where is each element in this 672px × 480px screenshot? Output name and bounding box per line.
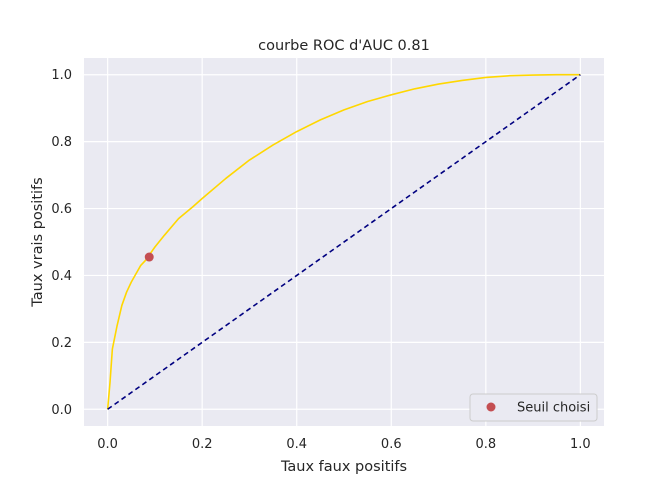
- x-tick-label: 0.0: [97, 437, 118, 452]
- chart-title: courbe ROC d'AUC 0.81: [258, 38, 430, 54]
- y-axis-label: Taux vrais positifs: [30, 177, 46, 307]
- x-tick-labels: 0.0 0.2 0.4 0.6 0.8 1.0: [97, 437, 590, 452]
- y-tick-label: 0.8: [51, 135, 72, 150]
- x-tick-label: 0.8: [475, 437, 496, 452]
- series-lines: [106, 73, 581, 410]
- x-axis-label: Taux faux positifs: [280, 459, 407, 475]
- x-tick-label: 0.4: [286, 437, 307, 452]
- x-tick-label: 1.0: [570, 437, 591, 452]
- grid-lines: [84, 58, 604, 426]
- markers: [144, 252, 154, 262]
- y-tick-labels: 0.0 0.2 0.4 0.6 0.8 1.0: [51, 68, 72, 418]
- y-tick-label: 0.2: [51, 336, 72, 351]
- legend: Seuil choisi: [469, 393, 598, 422]
- y-tick-label: 0.6: [51, 202, 72, 217]
- y-tick-label: 0.4: [51, 269, 72, 284]
- threshold-point: [144, 252, 154, 262]
- legend-box: [469, 393, 598, 422]
- x-tick-label: 0.6: [381, 437, 402, 452]
- x-tick-label: 0.2: [192, 437, 213, 452]
- legend-label: Seuil choisi: [517, 401, 590, 416]
- legend-marker: [486, 402, 496, 412]
- y-tick-label: 1.0: [51, 68, 72, 83]
- roc-curve-line: [106, 73, 581, 410]
- diagonal-reference-line: [107, 74, 581, 410]
- y-tick-label: 0.0: [51, 403, 72, 418]
